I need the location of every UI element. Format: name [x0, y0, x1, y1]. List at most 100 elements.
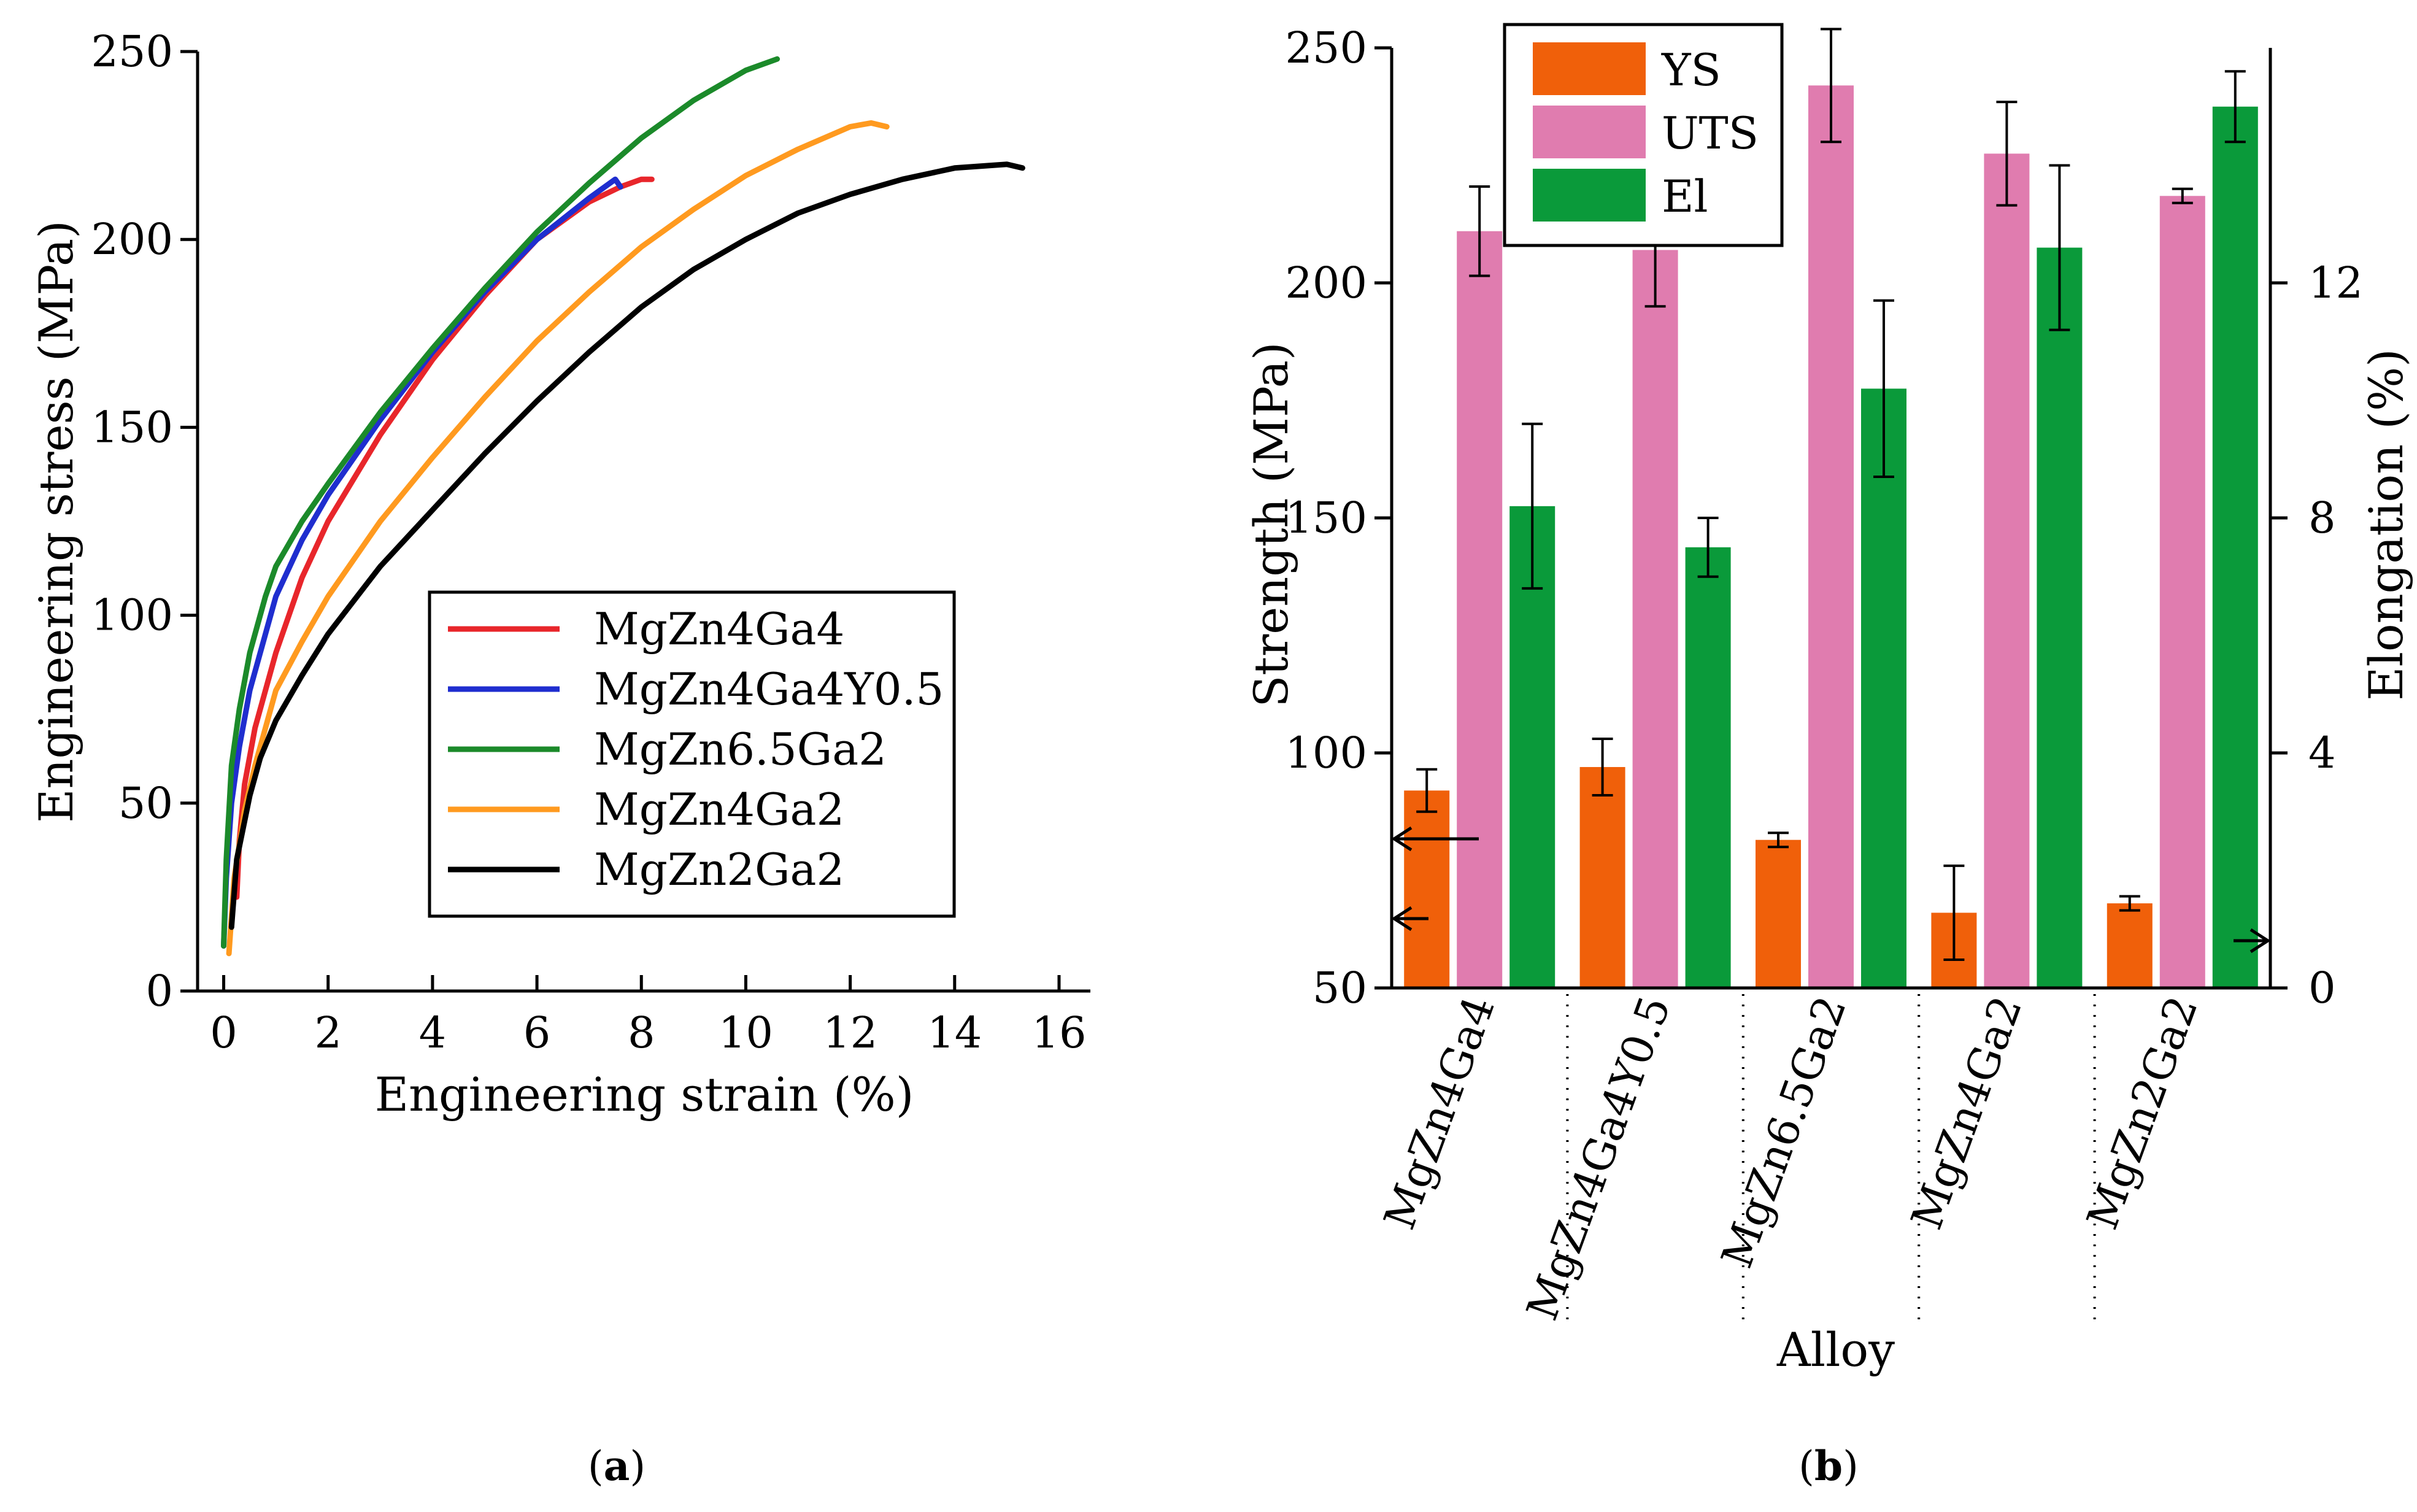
legend-swatch-uts — [1533, 106, 1646, 158]
x-tick-label: 10 — [719, 1008, 773, 1058]
series-line-mgzn4ga2 — [226, 120, 890, 957]
series-line-mgzn4ga4 — [234, 176, 655, 900]
right-tick-label: 12 — [2308, 258, 2363, 308]
bar-el-mgzn4ga4y0-5 — [1685, 547, 1731, 988]
panel-a-x-axis-title: Engineering strain (%) — [375, 1067, 914, 1122]
right-tick-label: 0 — [2308, 963, 2336, 1013]
el-right-arrow-icon — [2234, 928, 2271, 954]
panel-b-category-labels: MgZn4Ga4 MgZn4Ga4Y0.5 MgZn6.5Ga2 MgZn4Ga2 Mg… — [1374, 990, 2207, 1327]
bar-ys-mgzn2ga2 — [2107, 903, 2153, 988]
y-tick-label: 200 — [91, 214, 173, 264]
error-bar-uts-mgzn4ga2 — [1996, 101, 2018, 207]
panel-a-caption: (a) — [588, 1442, 646, 1490]
error-bar-el-mgzn4ga4 — [1522, 422, 1543, 590]
panel-b-x-axis-title: Alloy — [1776, 1322, 1895, 1377]
panel-b-legend: YS UTS El — [1503, 23, 1784, 247]
bar-el-mgzn6-5ga2 — [1861, 388, 1906, 988]
y-tick-label: 150 — [91, 402, 173, 452]
category-label-mgzn2ga2: MgZn2Ga2 — [2077, 990, 2208, 1236]
x-tick-label: 6 — [523, 1008, 551, 1058]
x-tick-label: 4 — [419, 1008, 447, 1058]
legend-label-mgzn4ga4y0-5: MgZn4Ga4Y0.5 — [594, 663, 944, 715]
legend-label-uts: UTS — [1662, 107, 1759, 159]
bar-el-mgzn2ga2 — [2212, 106, 2258, 988]
category-label-mgzn4ga2: MgZn4Ga2 — [1902, 990, 2032, 1236]
left-tick-label: 150 — [1285, 493, 1367, 543]
panel-a-series-lines — [221, 56, 1025, 957]
x-tick-label: 8 — [628, 1008, 655, 1058]
panel-b-error-bars — [1416, 28, 2246, 962]
panel-a-legend-box — [428, 590, 956, 918]
legend-swatch-el — [1533, 169, 1646, 222]
legend-label-el: El — [1662, 171, 1708, 222]
left-tick-label: 100 — [1285, 728, 1367, 778]
bar-uts-mgzn6-5ga2 — [1808, 85, 1854, 988]
error-bar-ys-mgzn4ga2 — [1943, 864, 1965, 962]
uts-left-arrow-icon — [1391, 906, 1428, 932]
right-tick-label: 4 — [2308, 728, 2336, 778]
error-bar-el-mgzn6-5ga2 — [1873, 299, 1894, 478]
x-tick-label: 12 — [823, 1008, 877, 1058]
bar-uts-mgzn2ga2 — [2159, 196, 2205, 988]
ys-left-arrow-icon — [1391, 826, 1479, 852]
panel-b-caption: (b) — [1798, 1442, 1859, 1490]
error-bar-el-mgzn2ga2 — [2224, 70, 2246, 144]
panel-b-bars — [1404, 85, 2258, 989]
bar-ys-mgzn6-5ga2 — [1756, 839, 1801, 988]
bar-uts-mgzn4ga4y0-5 — [1632, 250, 1678, 988]
legend-swatch-ys — [1533, 42, 1646, 95]
legend-label-ys: YS — [1661, 44, 1721, 96]
error-bar-ys-mgzn2ga2 — [2119, 895, 2140, 912]
panel-b-right-ticks: 0 4 8 12 — [2270, 258, 2363, 1013]
error-bar-uts-mgzn4ga4 — [1469, 185, 1490, 277]
left-tick-label: 200 — [1285, 258, 1367, 308]
bar-uts-mgzn4ga4 — [1457, 231, 1503, 988]
bar-uts-mgzn4ga2 — [1984, 153, 2030, 989]
error-bar-ys-mgzn4ga4y0-5 — [1592, 738, 1613, 796]
y-tick-label: 100 — [91, 590, 173, 641]
series-line-mgzn4ga4y0-5 — [221, 176, 623, 949]
panel-b-left-ticks: 50 100 150 200 250 — [1285, 23, 1392, 1013]
panel-b-left-axis-title: Strength (MPa) — [1244, 342, 1298, 707]
panel-a-caption-letter: a — [604, 1442, 630, 1490]
category-label-mgzn6-5ga2: MgZn6.5Ga2 — [1711, 990, 1856, 1275]
panel-b-right-axis-title: Elongation (%) — [2359, 349, 2413, 701]
error-bar-ys-mgzn6-5ga2 — [1768, 831, 1789, 849]
error-bar-ys-mgzn4ga4 — [1416, 768, 1438, 813]
x-tick-label: 16 — [1031, 1008, 1086, 1058]
error-bar-el-mgzn4ga4y0-5 — [1697, 517, 1719, 578]
legend-label-mgzn4ga2: MgZn4Ga2 — [594, 784, 844, 835]
error-bar-uts-mgzn6-5ga2 — [1821, 28, 1841, 144]
error-bar-uts-mgzn2ga2 — [2172, 187, 2193, 204]
bar-el-mgzn4ga2 — [2037, 247, 2083, 988]
series-line-mgzn2ga2 — [228, 161, 1025, 930]
legend-label-mgzn6-5ga2: MgZn6.5Ga2 — [594, 723, 887, 775]
x-tick-label: 14 — [927, 1008, 982, 1058]
y-tick-label: 50 — [118, 778, 173, 828]
bar-ys-mgzn4ga4 — [1404, 790, 1450, 988]
panel-a-y-axis-title: Engineering stress (MPa) — [29, 220, 83, 823]
legend-label-mgzn2ga2: MgZn2Ga2 — [594, 844, 844, 895]
left-tick-label: 250 — [1285, 23, 1367, 73]
right-tick-label: 8 — [2308, 493, 2336, 543]
panel-a-line-chart: 0 2 4 6 8 10 12 14 16 0 50 100 150 200 250 Engineerin… — [29, 26, 1090, 1490]
legend-label-mgzn4ga4: MgZn4Ga4 — [594, 603, 844, 655]
bar-ys-mgzn4ga4y0-5 — [1579, 766, 1625, 988]
y-tick-label: 0 — [145, 966, 173, 1016]
panel-a-x-ticks: 0 2 4 6 8 10 12 14 16 — [210, 975, 1086, 1058]
y-tick-label: 250 — [91, 26, 173, 77]
x-tick-label: 0 — [210, 1008, 237, 1058]
category-label-mgzn4ga4y0-5: MgZn4Ga4Y0.5 — [1517, 990, 1681, 1327]
left-tick-label: 50 — [1313, 963, 1367, 1013]
panel-a-axes — [196, 52, 1090, 993]
panel-b-caption-letter: b — [1814, 1442, 1843, 1490]
panel-b-axis-arrows — [1391, 826, 2271, 954]
error-bar-el-mgzn4ga2 — [2049, 164, 2070, 331]
panel-b-bar-chart: 50 100 150 200 250 0 4 8 12 MgZn4Ga4 MgZn4Ga4Y0.… — [1244, 23, 2413, 1490]
panel-a-legend: MgZn4Ga4 MgZn4Ga4Y0.5 MgZn6.5Ga2 MgZn4Ga2 Mg… — [428, 590, 956, 918]
series-line-mgzn6-5ga2 — [221, 56, 780, 949]
x-tick-label: 2 — [314, 1008, 342, 1058]
category-label-mgzn4ga4: MgZn4Ga4 — [1374, 990, 1505, 1236]
panel-a-y-ticks: 0 50 100 150 200 250 — [91, 26, 198, 1016]
